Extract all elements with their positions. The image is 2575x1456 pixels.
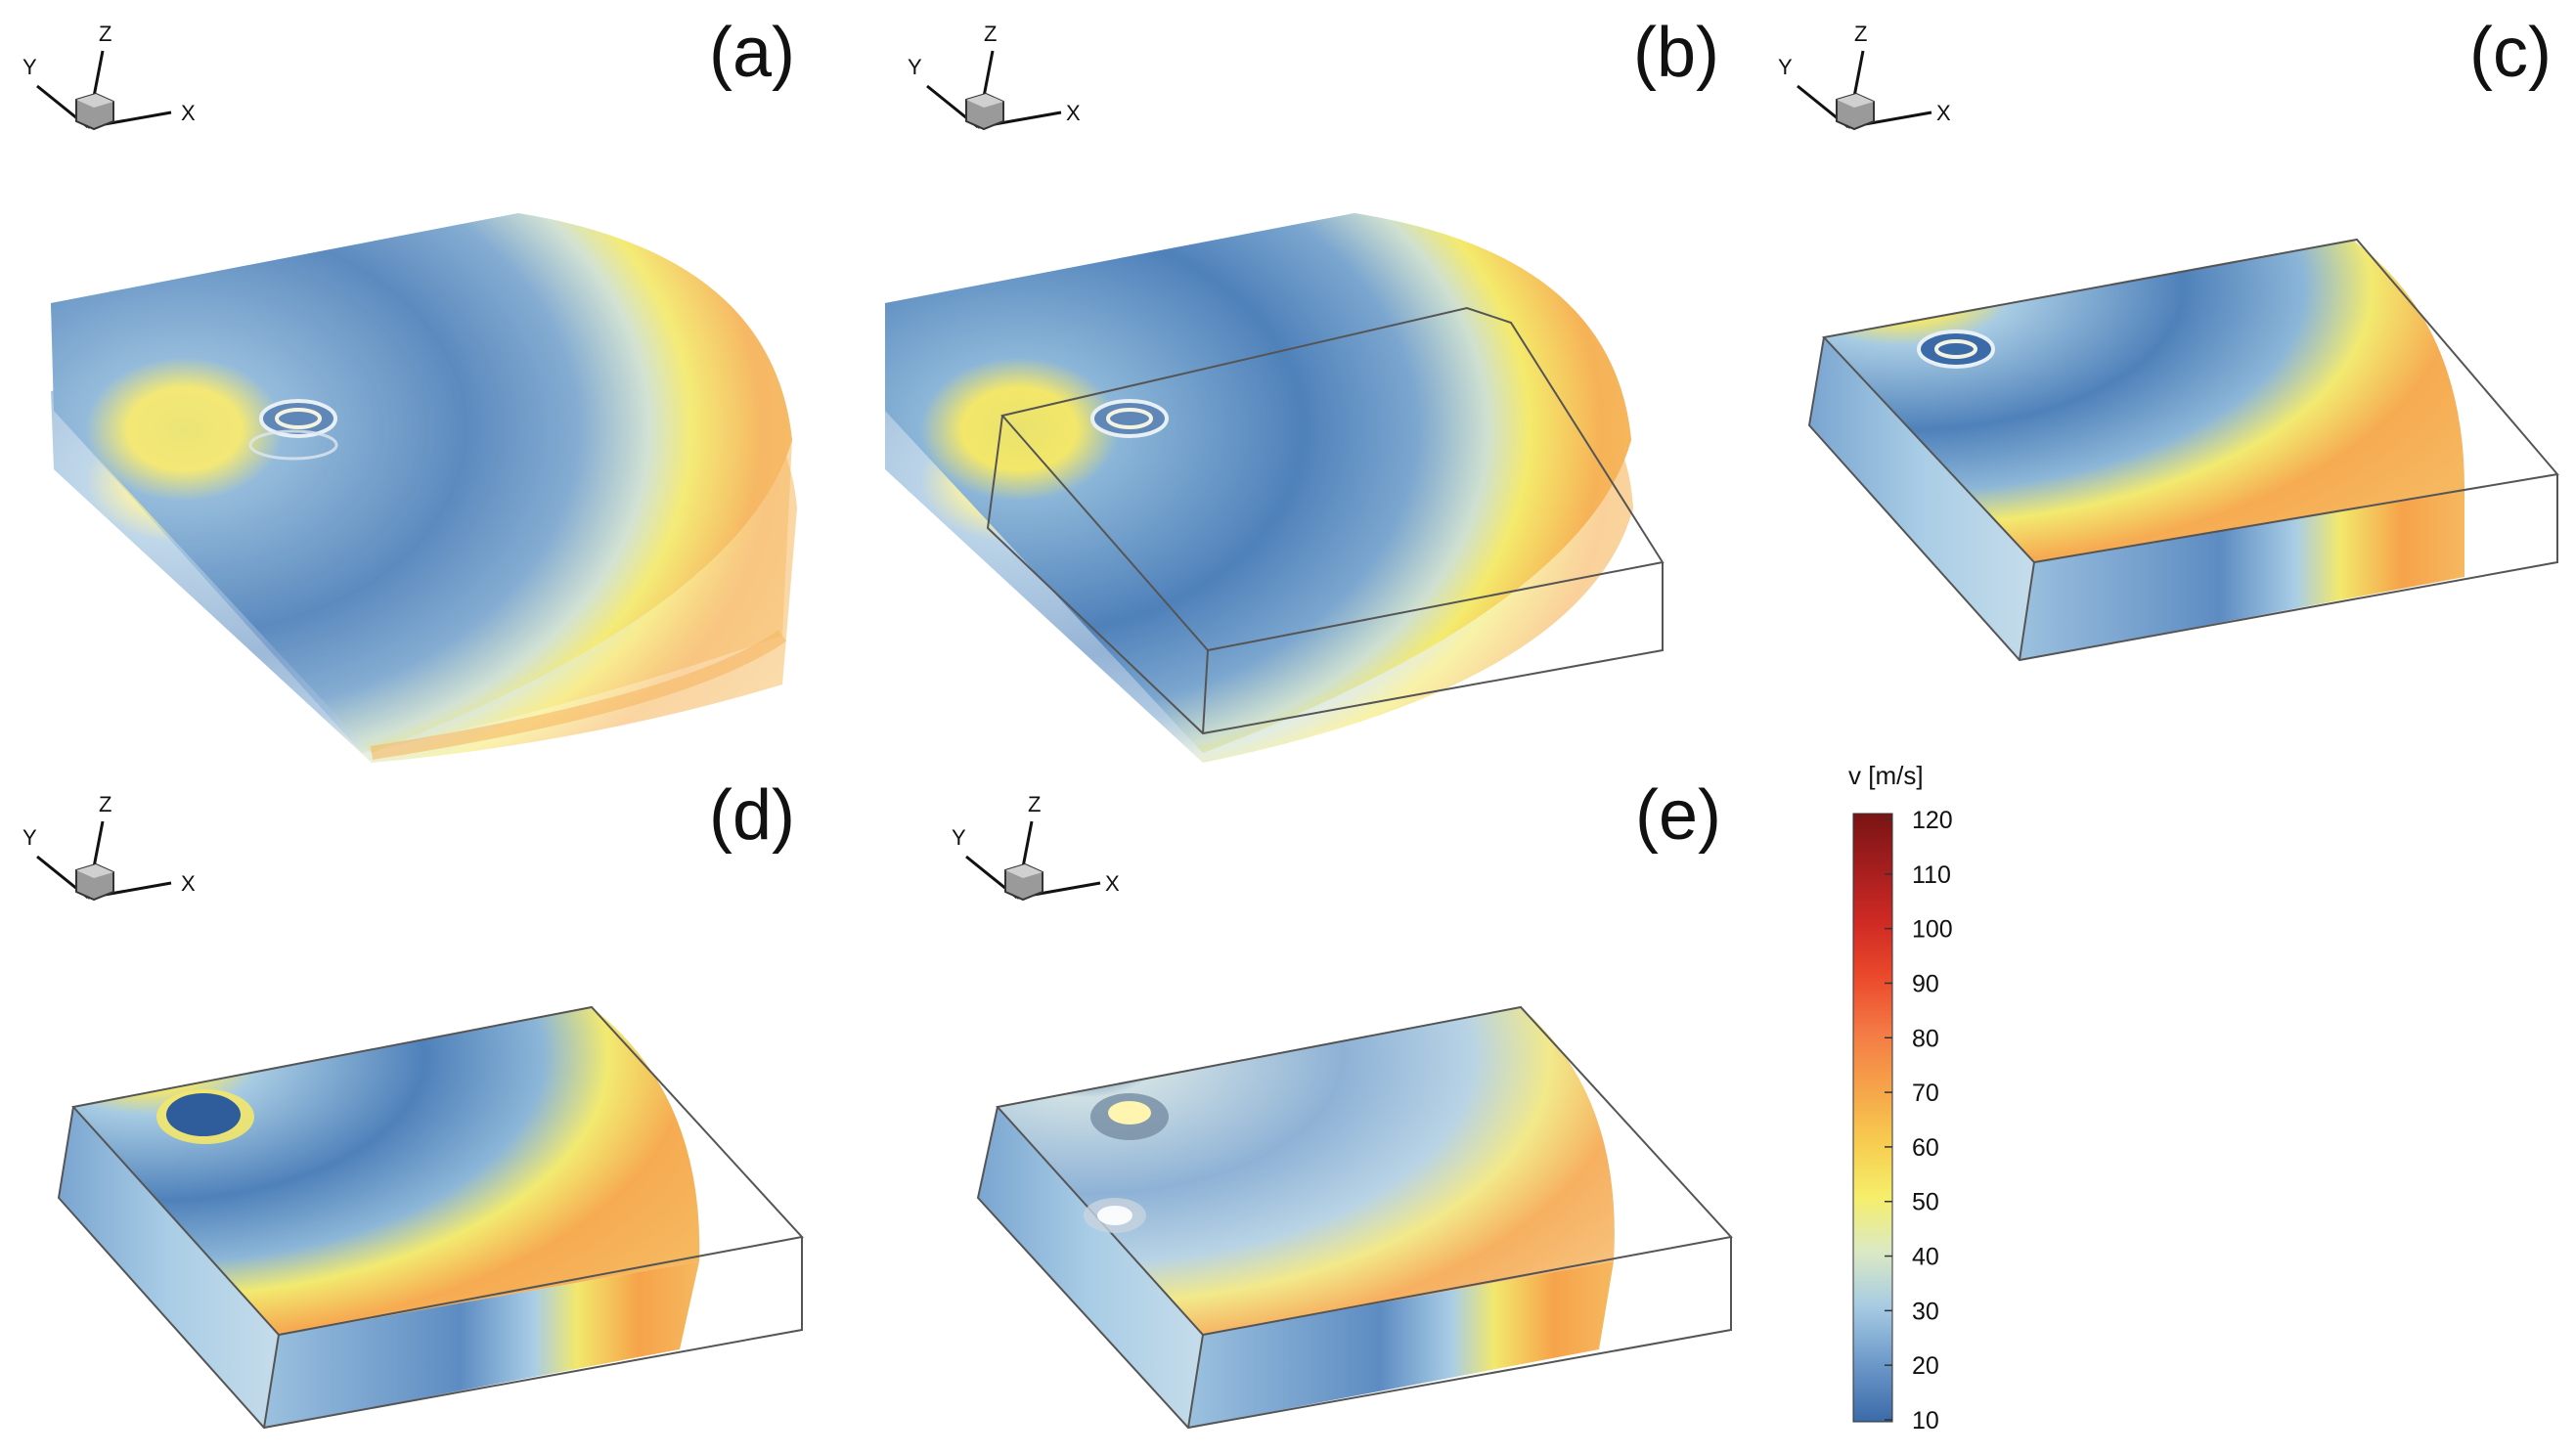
colorbar-ramp — [1852, 813, 1893, 1423]
x-axis-letter: X — [1936, 101, 1951, 125]
bounding-box-d — [57, 1005, 804, 1430]
axis-triad-d: X Z Y — [22, 792, 196, 902]
vortex-cores-e — [1084, 1093, 1169, 1233]
slice-stack-b — [885, 213, 1633, 763]
volume-e — [978, 1007, 1615, 1428]
y-axis-letter: Y — [908, 55, 922, 79]
bounding-box-b — [986, 306, 1665, 735]
vortex-rings-b — [1090, 399, 1169, 438]
panel-e: X Z Y (e) — [952, 776, 1733, 1430]
colorbar-tick-label: 80 — [1912, 1025, 1939, 1052]
panel-a: X Z Y (a) — [22, 14, 797, 763]
panel-label-e: (e) — [1635, 776, 1721, 855]
y-axis-letter: Y — [22, 825, 37, 850]
colorbar-tick-label: 30 — [1912, 1298, 1939, 1325]
axis-triad-a: X Z Y — [22, 22, 196, 131]
panel-b: X Z Y (b) — [885, 14, 1719, 763]
panel-label-d: (d) — [709, 776, 795, 855]
x-axis-letter: X — [1105, 871, 1120, 896]
colorbar-tick-label: 100 — [1912, 916, 1953, 944]
panel-d: X Z Y (d) — [22, 776, 804, 1430]
volume-c — [1809, 240, 2464, 660]
colorbar-tick-label: 50 — [1912, 1189, 1939, 1216]
vortex-rings-a — [248, 399, 338, 461]
colorbar-tick-label: 120 — [1912, 807, 1953, 834]
z-axis-letter: Z — [99, 792, 111, 816]
z-axis-letter: Z — [1028, 792, 1041, 816]
axis-triad-e: X Z Y — [952, 792, 1120, 902]
colorbar-tick-label: 110 — [1912, 861, 1951, 889]
y-axis-letter: Y — [952, 825, 966, 850]
axis-triad-c: X Z Y — [1778, 22, 1951, 131]
colorbar-tick-label: 90 — [1912, 970, 1939, 997]
colorbar-ticks: 120 110 100 90 80 70 60 50 40 30 20 10 — [1885, 807, 1953, 1434]
volume-d — [59, 1007, 700, 1428]
panel-c: X Z Y (c) — [1778, 14, 2559, 662]
colorbar-tick-label: 10 — [1912, 1407, 1939, 1434]
panel-label-c: (c) — [2469, 14, 2552, 92]
z-axis-letter: Z — [1854, 22, 1867, 46]
bounding-box-e — [976, 1005, 1733, 1430]
colorbar-tick-label: 40 — [1912, 1244, 1939, 1271]
panel-label-b: (b) — [1633, 14, 1719, 92]
axis-triad-b: X Z Y — [908, 22, 1081, 131]
x-axis-letter: X — [1066, 101, 1081, 125]
slice-stack-a — [51, 213, 797, 763]
colorbar-tick-label: 70 — [1912, 1080, 1939, 1107]
z-axis-letter: Z — [984, 22, 997, 46]
y-axis-letter: Y — [22, 55, 37, 79]
x-axis-letter: X — [181, 101, 196, 125]
vortex-core-d — [156, 1089, 254, 1144]
colorbar-tick-label: 60 — [1912, 1134, 1939, 1162]
panel-label-a: (a) — [709, 14, 795, 92]
colorbar: v [m/s] 120 110 100 90 80 70 60 50 40 30 20 10 — [1848, 761, 1953, 1434]
z-axis-letter: Z — [99, 22, 111, 46]
vortex-rings-c — [1917, 330, 1995, 369]
x-axis-letter: X — [181, 871, 196, 896]
bounding-box-c — [1807, 238, 2559, 662]
colorbar-tick-label: 20 — [1912, 1352, 1939, 1380]
colorbar-title: v [m/s] — [1848, 761, 1924, 790]
y-axis-letter: Y — [1778, 55, 1793, 79]
